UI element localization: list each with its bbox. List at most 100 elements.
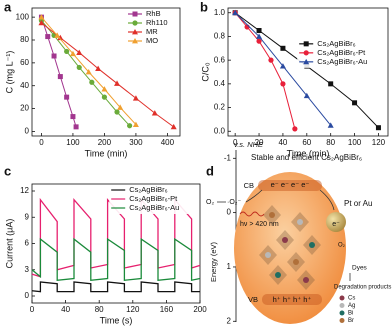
series-line (41, 20, 130, 127)
holes: h⁺ h⁺ h⁺ h⁺ (273, 295, 312, 304)
light-wave (239, 211, 265, 217)
marker (101, 94, 108, 100)
products-label: Degradation products (334, 285, 391, 291)
marker (117, 104, 124, 110)
y-tick-label: 40 (20, 81, 29, 90)
x-tick-label: 200 (98, 138, 112, 147)
marker (280, 45, 286, 51)
marker (268, 57, 274, 63)
y-tick-label: 0.8 (214, 32, 226, 41)
marker (292, 126, 298, 132)
atom (269, 212, 275, 218)
x-tick-label: 400 (161, 138, 175, 147)
x-tick-label: 0 (233, 138, 238, 147)
electron-arrow (319, 189, 335, 211)
y-tick-label: 80 (20, 35, 29, 44)
panel-label: c (4, 163, 11, 178)
marker (256, 33, 263, 39)
y-axis-title: C (mg L⁻¹) (4, 51, 14, 94)
atom (297, 219, 303, 225)
y-tick-label: 9 (25, 212, 30, 221)
x-tick-label: 40 (61, 305, 70, 314)
atom (265, 252, 271, 258)
o2-out: ·O₂⁻ (227, 199, 241, 206)
o2-in: O₂ (206, 199, 214, 206)
y-tick-label: 0.0 (214, 126, 226, 135)
legend-label: Rh110 (146, 18, 168, 27)
x-tick-label: 120 (372, 138, 386, 147)
marker (151, 110, 158, 116)
x-tick-label: 160 (160, 305, 174, 314)
y-tick-label: 6 (25, 239, 30, 248)
element-swatch (339, 310, 345, 316)
y-tick-label: -1 (224, 153, 232, 162)
o2-link (245, 189, 263, 203)
legend-label: RhB (146, 9, 161, 18)
y-tick-label: 0 (227, 208, 232, 217)
marker (76, 64, 82, 71)
atom (275, 272, 281, 278)
x-tick-label: 100 (348, 138, 362, 147)
marker (95, 65, 102, 71)
series-line (31, 237, 201, 282)
y-tick-label: 60 (20, 58, 29, 67)
marker (327, 122, 334, 128)
x-axis-title: Time (min) (85, 148, 128, 158)
panel-label: b (200, 0, 208, 14)
element-swatch (339, 303, 345, 308)
marker (375, 125, 381, 131)
y-tick-label: 0.4 (214, 79, 226, 88)
series-line (40, 16, 77, 128)
y-tick-label: 0 (25, 291, 30, 300)
o2-small: O₂ (338, 243, 346, 249)
marker (51, 53, 57, 59)
plot-frame (227, 7, 389, 137)
marker (64, 48, 70, 55)
panel-label: a (4, 0, 12, 14)
legend-marker (303, 41, 309, 47)
x-tick-label: 120 (126, 305, 140, 314)
marker (57, 74, 63, 80)
x-tick-label: 60 (302, 138, 311, 147)
vb-label: VB (248, 295, 258, 304)
legend-label: MO (146, 36, 158, 45)
marker (132, 95, 139, 101)
marker (127, 123, 133, 129)
y-tick-label: 0.6 (214, 55, 226, 64)
legend-marker (303, 58, 310, 65)
marker (232, 9, 239, 16)
y-axis-title: Current (μA) (4, 219, 14, 269)
marker (279, 63, 286, 69)
panel-label: d (206, 163, 214, 178)
x-tick-label: 100 (66, 138, 80, 147)
marker (114, 80, 121, 86)
marker (64, 94, 70, 100)
electrons: e⁻ e⁻ e⁻ e⁻ (271, 180, 310, 189)
cocatalyst-electron: e⁻ (332, 221, 340, 228)
legend-marker (132, 38, 138, 44)
axis-title: v.s. NHE (234, 140, 264, 149)
diagram-title: Stable and efficient Cs₂AgBiBr₆ (251, 153, 362, 162)
series-line (41, 22, 174, 128)
marker (89, 79, 95, 85)
cb-band (258, 180, 322, 191)
marker (73, 124, 79, 130)
atom (282, 237, 288, 243)
dyes-label: Dyes (352, 265, 368, 272)
y-tick-label: 20 (20, 104, 29, 113)
legend-marker (132, 29, 138, 35)
cocatalyst-label: Pt or Au (344, 199, 372, 208)
y-tick-label: 12 (20, 186, 29, 195)
particle (234, 172, 346, 324)
legend-label: Cs₂AgBiBr₆-Au (129, 203, 179, 212)
legend-marker (132, 20, 138, 26)
cb-label: CB (244, 181, 254, 190)
vb-band (262, 294, 322, 305)
legend-label: MR (146, 27, 158, 36)
y-tick-label: 3 (25, 265, 30, 274)
x-tick-label: 0 (39, 138, 44, 147)
y-tick-label: 1 (227, 262, 232, 271)
legend-label: Cs₂AgBiBr₆-Pt (129, 194, 178, 203)
element-label: Br (348, 318, 354, 324)
